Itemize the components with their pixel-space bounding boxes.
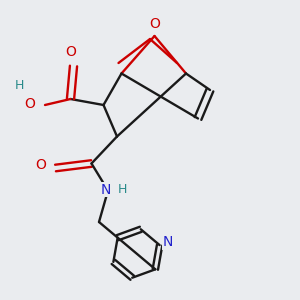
Text: N: N (100, 183, 111, 196)
Text: O: O (149, 17, 160, 31)
Text: H: H (15, 79, 24, 92)
Text: O: O (65, 46, 76, 59)
Text: H: H (118, 183, 127, 196)
Text: O: O (25, 97, 35, 110)
Text: N: N (163, 235, 173, 249)
Text: O: O (36, 158, 46, 172)
